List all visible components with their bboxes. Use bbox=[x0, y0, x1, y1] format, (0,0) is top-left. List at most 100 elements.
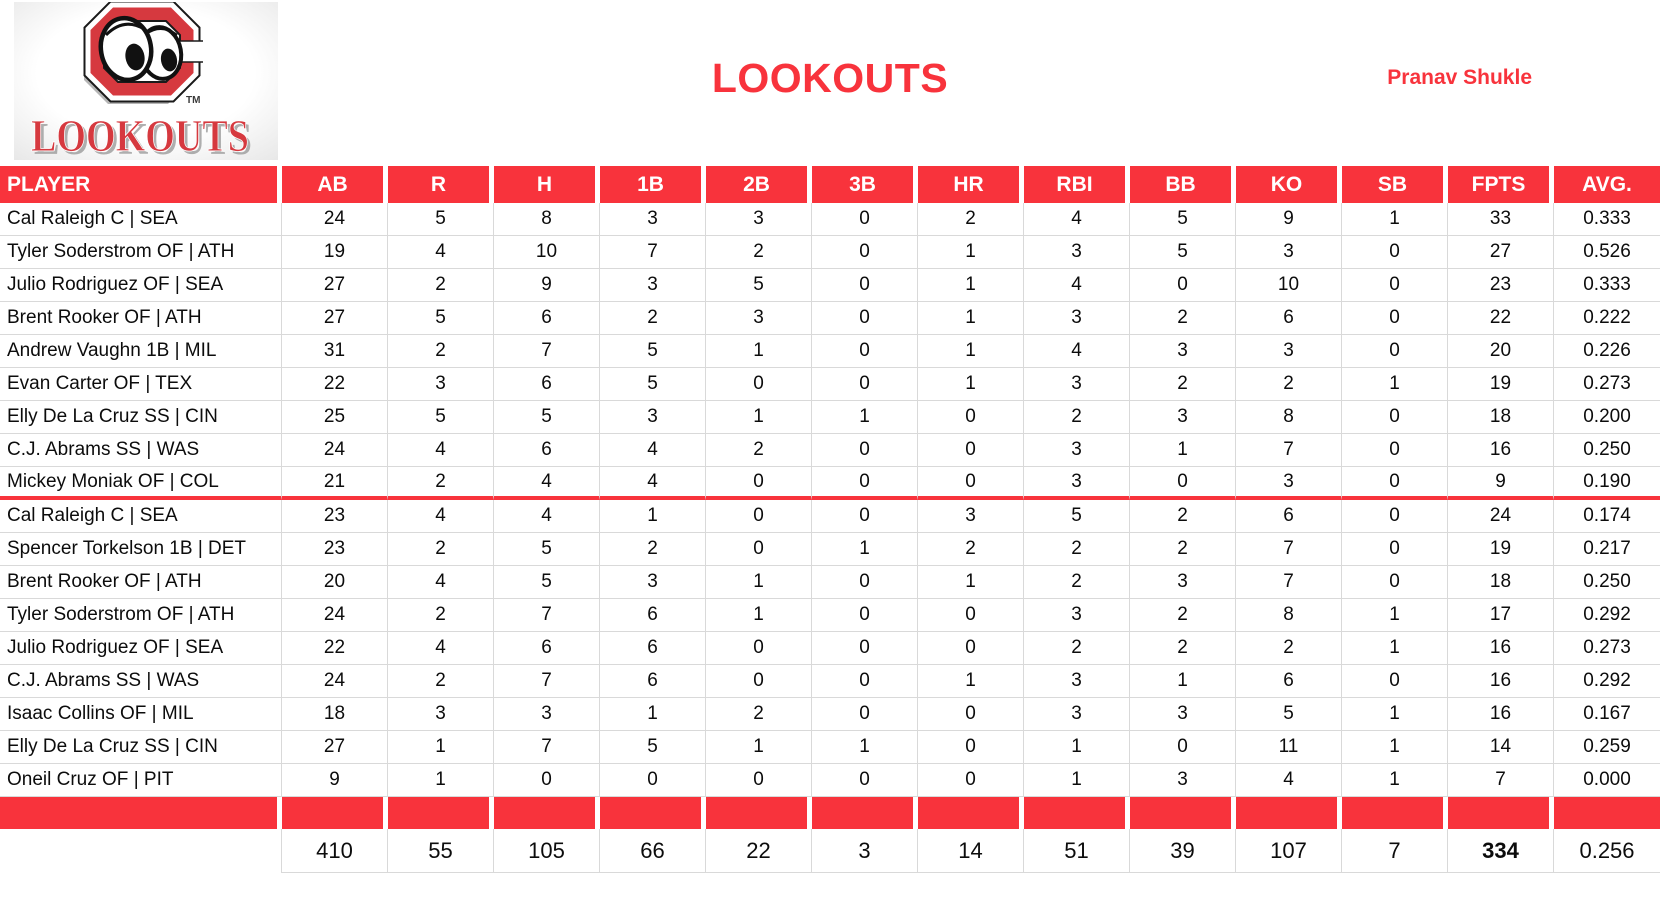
total-cell[interactable]: 55 bbox=[388, 829, 494, 873]
stat-cell[interactable]: 4 bbox=[388, 500, 494, 533]
stat-cell[interactable]: 22 bbox=[1448, 302, 1554, 335]
stat-cell[interactable]: 3 bbox=[600, 566, 706, 599]
stat-cell[interactable]: 22 bbox=[282, 368, 388, 401]
stat-cell[interactable]: 1 bbox=[1342, 632, 1448, 665]
column-header-rbi[interactable]: RBI bbox=[1024, 166, 1130, 203]
stat-cell[interactable]: 5 bbox=[706, 269, 812, 302]
stat-cell[interactable]: 6 bbox=[600, 599, 706, 632]
column-header-player[interactable]: PLAYER bbox=[0, 166, 282, 203]
stat-cell[interactable]: 0.259 bbox=[1554, 731, 1660, 764]
stat-cell[interactable]: 1 bbox=[1342, 203, 1448, 236]
stat-cell[interactable]: 14 bbox=[1448, 731, 1554, 764]
player-cell[interactable]: Tyler Soderstrom OF | ATH bbox=[0, 599, 282, 632]
stat-cell[interactable]: 1 bbox=[918, 665, 1024, 698]
stat-cell[interactable]: 2 bbox=[388, 533, 494, 566]
stat-cell[interactable]: 0 bbox=[706, 467, 812, 500]
stat-cell[interactable]: 8 bbox=[1236, 401, 1342, 434]
stat-cell[interactable]: 1 bbox=[918, 368, 1024, 401]
player-cell[interactable]: Spencer Torkelson 1B | DET bbox=[0, 533, 282, 566]
player-cell[interactable]: Tyler Soderstrom OF | ATH bbox=[0, 236, 282, 269]
total-cell[interactable]: 51 bbox=[1024, 829, 1130, 873]
stat-cell[interactable]: 0 bbox=[918, 764, 1024, 797]
stat-cell[interactable]: 0.333 bbox=[1554, 203, 1660, 236]
stat-cell[interactable]: 19 bbox=[1448, 533, 1554, 566]
stat-cell[interactable]: 2 bbox=[388, 467, 494, 500]
stat-cell[interactable]: 0 bbox=[918, 434, 1024, 467]
player-cell[interactable]: Brent Rooker OF | ATH bbox=[0, 302, 282, 335]
stat-cell[interactable]: 23 bbox=[282, 533, 388, 566]
column-header-sb[interactable]: SB bbox=[1342, 166, 1448, 203]
column-header-ab[interactable]: AB bbox=[282, 166, 388, 203]
column-header-2b[interactable]: 2B bbox=[706, 166, 812, 203]
stat-cell[interactable]: 1 bbox=[706, 566, 812, 599]
stat-cell[interactable]: 2 bbox=[918, 203, 1024, 236]
stat-cell[interactable]: 2 bbox=[600, 302, 706, 335]
stat-cell[interactable]: 0 bbox=[918, 401, 1024, 434]
stat-cell[interactable]: 0 bbox=[812, 467, 918, 500]
stat-cell[interactable]: 3 bbox=[1236, 467, 1342, 500]
stat-cell[interactable]: 0.174 bbox=[1554, 500, 1660, 533]
stat-cell[interactable]: 4 bbox=[388, 566, 494, 599]
stat-cell[interactable]: 0 bbox=[1342, 566, 1448, 599]
stat-cell[interactable]: 10 bbox=[494, 236, 600, 269]
stat-cell[interactable]: 1 bbox=[1130, 434, 1236, 467]
stat-cell[interactable]: 33 bbox=[1448, 203, 1554, 236]
stat-cell[interactable]: 3 bbox=[1236, 335, 1342, 368]
stat-cell[interactable]: 5 bbox=[1130, 203, 1236, 236]
stat-cell[interactable]: 3 bbox=[388, 698, 494, 731]
stat-cell[interactable]: 1 bbox=[1024, 764, 1130, 797]
stat-cell[interactable]: 0 bbox=[1342, 467, 1448, 500]
stat-cell[interactable]: 0 bbox=[706, 500, 812, 533]
player-cell[interactable]: Isaac Collins OF | MIL bbox=[0, 698, 282, 731]
player-cell[interactable]: Julio Rodriguez OF | SEA bbox=[0, 269, 282, 302]
stat-cell[interactable]: 0.226 bbox=[1554, 335, 1660, 368]
stat-cell[interactable]: 2 bbox=[1130, 500, 1236, 533]
stat-cell[interactable]: 4 bbox=[494, 500, 600, 533]
stat-cell[interactable]: 0.526 bbox=[1554, 236, 1660, 269]
stat-cell[interactable]: 0 bbox=[706, 665, 812, 698]
stat-cell[interactable]: 0 bbox=[706, 764, 812, 797]
stat-cell[interactable]: 20 bbox=[1448, 335, 1554, 368]
total-cell[interactable]: 410 bbox=[282, 829, 388, 873]
stat-cell[interactable]: 1 bbox=[1342, 368, 1448, 401]
stat-cell[interactable]: 1 bbox=[706, 599, 812, 632]
total-cell[interactable]: 66 bbox=[600, 829, 706, 873]
stat-cell[interactable]: 19 bbox=[282, 236, 388, 269]
stat-cell[interactable]: 3 bbox=[1024, 434, 1130, 467]
stat-cell[interactable]: 1 bbox=[918, 335, 1024, 368]
column-header-hr[interactable]: HR bbox=[918, 166, 1024, 203]
stat-cell[interactable]: 2 bbox=[1024, 566, 1130, 599]
stat-cell[interactable]: 11 bbox=[1236, 731, 1342, 764]
stat-cell[interactable]: 9 bbox=[282, 764, 388, 797]
total-cell[interactable]: 334 bbox=[1448, 829, 1554, 873]
stat-cell[interactable]: 27 bbox=[282, 731, 388, 764]
stat-cell[interactable]: 0.167 bbox=[1554, 698, 1660, 731]
stat-cell[interactable]: 0 bbox=[1342, 434, 1448, 467]
totals-empty-cell[interactable] bbox=[0, 829, 282, 873]
stat-cell[interactable]: 0 bbox=[812, 566, 918, 599]
stat-cell[interactable]: 0.217 bbox=[1554, 533, 1660, 566]
stat-cell[interactable]: 3 bbox=[706, 302, 812, 335]
stat-cell[interactable]: 6 bbox=[1236, 500, 1342, 533]
stat-cell[interactable]: 5 bbox=[494, 533, 600, 566]
stat-cell[interactable]: 5 bbox=[388, 203, 494, 236]
column-header-3b[interactable]: 3B bbox=[812, 166, 918, 203]
stat-cell[interactable]: 1 bbox=[918, 566, 1024, 599]
stat-cell[interactable]: 3 bbox=[1130, 698, 1236, 731]
stat-cell[interactable]: 7 bbox=[1448, 764, 1554, 797]
stat-cell[interactable]: 0.222 bbox=[1554, 302, 1660, 335]
stat-cell[interactable]: 2 bbox=[1130, 302, 1236, 335]
stat-cell[interactable]: 27 bbox=[282, 269, 388, 302]
stat-cell[interactable]: 1 bbox=[918, 236, 1024, 269]
stat-cell[interactable]: 17 bbox=[1448, 599, 1554, 632]
column-header-1b[interactable]: 1B bbox=[600, 166, 706, 203]
stat-cell[interactable]: 5 bbox=[1130, 236, 1236, 269]
stat-cell[interactable]: 4 bbox=[600, 434, 706, 467]
stat-cell[interactable]: 2 bbox=[600, 533, 706, 566]
stat-cell[interactable]: 0 bbox=[494, 764, 600, 797]
stat-cell[interactable]: 27 bbox=[1448, 236, 1554, 269]
stat-cell[interactable]: 0.250 bbox=[1554, 566, 1660, 599]
stat-cell[interactable]: 0 bbox=[918, 698, 1024, 731]
stat-cell[interactable]: 3 bbox=[494, 698, 600, 731]
total-cell[interactable]: 39 bbox=[1130, 829, 1236, 873]
